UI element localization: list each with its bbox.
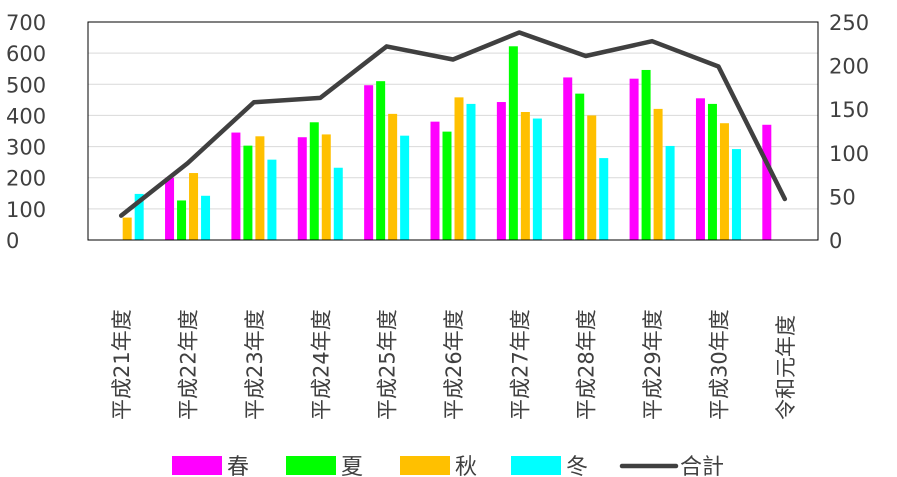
legend-label: 春 <box>227 455 249 477</box>
bar-春 <box>297 137 307 240</box>
bar-秋 <box>653 108 663 240</box>
bar-冬 <box>466 103 476 240</box>
bar-夏 <box>575 93 585 240</box>
bar-冬 <box>333 167 343 240</box>
right-tick-label: 50 <box>829 185 856 209</box>
x-axis-ticks: 平成21年度 平成22年度 平成23年度 平成24年度 平成25年度 平成26年度 平成27… <box>110 309 798 420</box>
legend-label: 冬 <box>566 455 588 477</box>
bar-秋 <box>189 173 199 240</box>
bar-春 <box>695 98 705 240</box>
bar-秋 <box>388 113 398 240</box>
right-tick-label: 150 <box>829 98 869 122</box>
left-tick-label: 300 <box>6 136 46 160</box>
bar-秋 <box>321 134 331 240</box>
bar-秋 <box>122 217 132 240</box>
left-tick-label: 100 <box>6 198 46 222</box>
x-tick-label: 平成26年度 <box>442 309 466 420</box>
left-tick-label: 600 <box>6 42 46 66</box>
left-tick-label: 200 <box>6 167 46 191</box>
bar-秋 <box>587 115 597 240</box>
x-tick-label: 平成21年度 <box>110 309 134 420</box>
legend-swatch-夏 <box>286 456 336 475</box>
bar-夏 <box>707 103 717 240</box>
bar-春 <box>430 121 440 240</box>
legend-swatch-春 <box>172 456 222 475</box>
bar-春 <box>496 102 506 240</box>
x-tick-label: 平成28年度 <box>575 309 599 420</box>
bar-春 <box>563 77 573 240</box>
bar-冬 <box>201 195 211 240</box>
bar-冬 <box>532 118 542 240</box>
legend-label: 秋 <box>455 455 477 477</box>
bar-冬 <box>267 159 277 240</box>
left-tick-label: 0 <box>6 229 19 253</box>
right-axis-ticks: 0 50 100 150 200 250 <box>829 11 869 253</box>
bar-冬 <box>400 135 410 240</box>
bar-冬 <box>599 158 609 240</box>
legend-label: 夏 <box>341 455 363 477</box>
x-tick-label: 平成30年度 <box>707 309 731 420</box>
total-line <box>118 30 788 218</box>
bars <box>122 46 772 241</box>
x-tick-label: 平成22年度 <box>177 309 201 420</box>
bar-夏 <box>641 69 651 241</box>
left-tick-label: 400 <box>6 104 46 128</box>
legend-swatch-冬 <box>511 456 561 475</box>
x-tick-label: 平成29年度 <box>641 309 665 420</box>
right-tick-label: 200 <box>829 55 869 79</box>
left-tick-label: 500 <box>6 73 46 97</box>
x-tick-label: 平成27年度 <box>508 309 532 420</box>
right-tick-label: 100 <box>829 142 869 166</box>
bar-秋 <box>520 112 530 240</box>
left-tick-label: 700 <box>6 11 46 35</box>
bar-春 <box>364 85 374 240</box>
bar-春 <box>165 177 175 240</box>
x-tick-label: 平成24年度 <box>309 309 333 420</box>
plot-area-border <box>87 21 819 241</box>
x-tick-label: 平成25年度 <box>376 309 400 420</box>
bar-冬 <box>731 149 741 240</box>
bar-冬 <box>665 145 675 240</box>
right-tick-label: 250 <box>829 11 869 35</box>
line-series-合計 <box>118 30 788 218</box>
legend-swatch-秋 <box>400 456 450 475</box>
bar-夏 <box>243 145 253 240</box>
bar-夏 <box>442 131 452 240</box>
bar-夏 <box>177 200 187 240</box>
bar-春 <box>762 124 772 240</box>
bar-秋 <box>719 123 729 240</box>
bar-秋 <box>255 136 265 240</box>
x-tick-label: 令和元年度 <box>774 315 798 420</box>
bar-夏 <box>508 46 518 240</box>
bar-夏 <box>309 122 319 240</box>
left-axis-ticks: 0 100 200 300 400 500 600 700 <box>6 11 46 253</box>
legend-label: 合計 <box>680 455 724 477</box>
plot-frame <box>87 21 819 241</box>
legend: 春 夏 秋 冬 合計 <box>172 455 724 477</box>
right-tick-label: 0 <box>829 229 842 253</box>
bar-秋 <box>454 97 464 240</box>
bar-春 <box>231 132 241 240</box>
bar-夏 <box>376 81 386 241</box>
bar-春 <box>629 78 639 241</box>
x-tick-label: 平成23年度 <box>243 309 267 420</box>
bar-冬 <box>134 193 144 240</box>
